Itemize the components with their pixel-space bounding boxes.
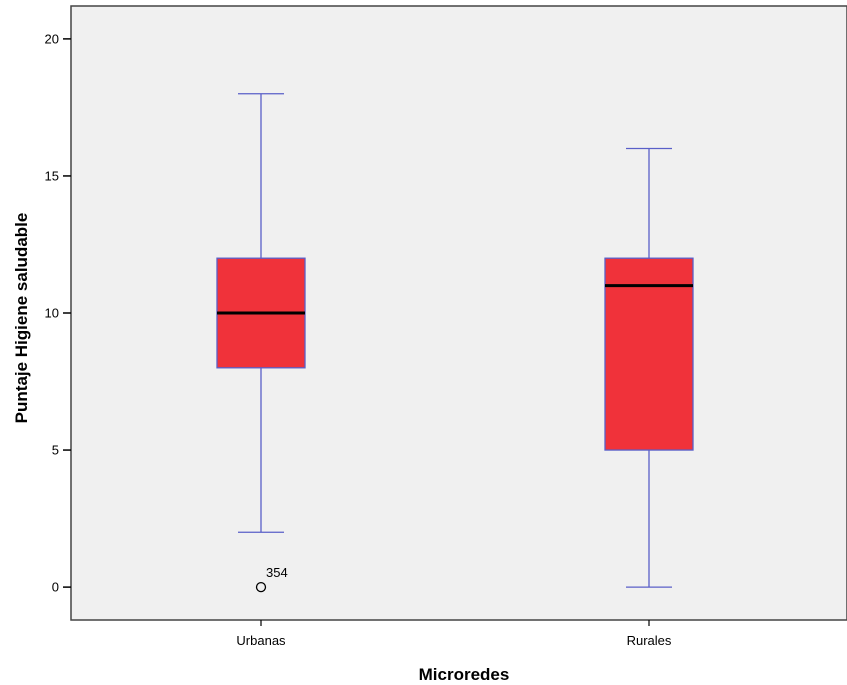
x-tick-label: Urbanas xyxy=(236,633,286,648)
outlier-point xyxy=(255,581,267,593)
plot-area xyxy=(70,5,847,621)
x-axis: Urbanas Rurales xyxy=(236,620,672,648)
y-tick-label: 15 xyxy=(45,168,59,183)
y-axis: 0 5 10 15 20 xyxy=(45,31,71,595)
outlier-label: 354 xyxy=(266,565,288,580)
y-axis-title: Puntaje Higiene saludable xyxy=(12,213,31,424)
x-axis-title: Microredes xyxy=(419,665,510,684)
y-tick-label: 10 xyxy=(45,306,59,321)
iqr-box xyxy=(604,257,694,451)
x-tick-label: Rurales xyxy=(627,633,672,648)
boxes-group: 354 xyxy=(216,93,694,593)
y-tick-label: 20 xyxy=(45,31,59,46)
y-tick-label: 5 xyxy=(52,443,59,458)
y-tick-label: 0 xyxy=(52,580,59,595)
